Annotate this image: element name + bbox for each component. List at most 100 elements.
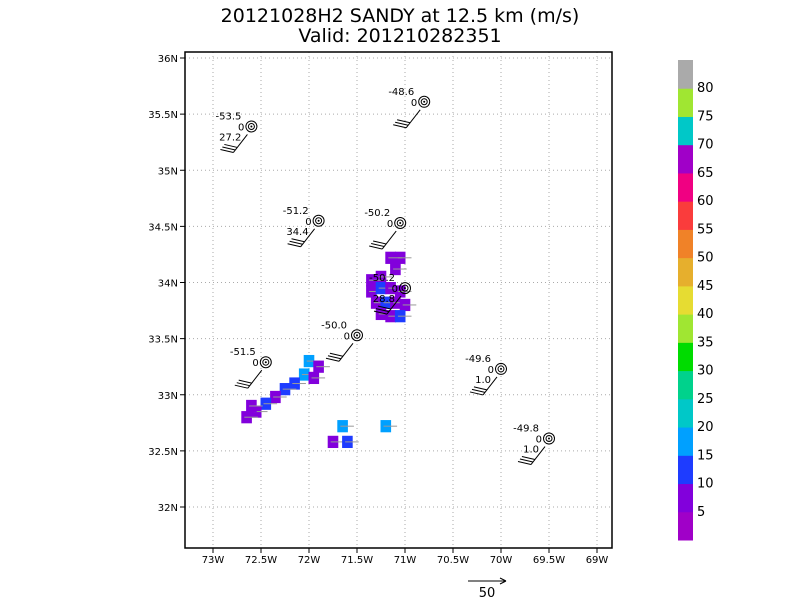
wind-barb-flag [238,379,252,384]
wind-barb-flag [521,456,536,460]
station-dot [500,367,502,370]
colorbar-label: 70 [697,138,714,153]
wind-barb-flag [327,355,342,360]
wind-barb-flag [397,119,411,124]
colorbar-label: 45 [697,279,714,294]
station-pressure: 0 [392,284,398,295]
colorbar-segment [678,370,693,400]
station-dot [423,100,426,103]
y-tick-label: 33N [158,391,178,402]
colorbar-segment [678,398,693,428]
station-value: 34.4 [286,227,308,238]
wind-barb-staff [300,228,315,248]
wind-barb-flag [393,124,407,129]
colorbar-segment [678,116,693,146]
wind-barb-flag [369,245,383,250]
wind-barb-staff [405,109,421,129]
x-tick-label: 71W [394,555,417,566]
colorbar-label: 50 [697,251,714,266]
x-tick-label: 70W [490,555,513,566]
station-temperature: -50.2 [369,273,395,284]
wind-barb-staff [530,446,546,465]
station-circle-outer [245,120,258,133]
colorbar-label: 25 [697,392,714,407]
station-circle-outer [312,214,325,227]
wind-barb-flag [377,305,392,310]
colorbar-label: 10 [697,477,714,492]
station-temperature: -51.2 [283,206,309,217]
y-tick-label: 35N [158,166,178,177]
colorbar-segment [678,511,693,541]
station-circle-inner [315,217,323,225]
station-circle-inner [545,435,553,443]
wind-barb-flag [220,148,234,153]
y-tick-label: 34N [158,279,178,290]
station-circle-outer [543,432,555,445]
wind-barb-flag [375,308,390,313]
wind-barb-flag [291,238,305,243]
y-tick-label: 35.5N [148,110,178,121]
wind-barb-flag [517,461,532,466]
y-tick-label: 34.5N [148,222,178,233]
wind-barb-staff [247,369,263,389]
wind-barb-staff [381,230,397,250]
station-temperature: -50.0 [321,320,347,331]
colorbar-label: 60 [697,194,714,209]
colorbar-label: 65 [697,166,714,181]
station-circle-inner [401,284,409,292]
x-tick-label: 73W [202,555,225,566]
station-circle-outer [418,95,431,108]
reference-vector-arrowhead [499,577,507,585]
wind-barb-flag [519,458,534,463]
colorbar-segment [678,342,693,372]
colorbar-segment [678,172,693,202]
station-circle-outer [351,329,363,342]
station-dot [264,361,267,364]
station-circle-inner [247,122,255,130]
station-temperature: -51.5 [230,347,256,358]
colorbar-label: 55 [697,222,714,237]
station-value: 28.8 [373,294,395,305]
station-temperature: -48.6 [388,87,414,98]
wind-barb-flag [373,310,388,315]
colorbar-label: 15 [697,448,714,463]
colorbar-segment [678,257,693,287]
station-pressure: 0 [238,122,244,133]
colorbar-segment [678,60,693,89]
station-value: 1.0 [475,375,491,386]
chart-subtitle: Valid: 201210282351 [298,25,501,47]
station-dot [404,287,406,290]
x-tick-label: 70.5W [437,555,469,566]
colorbar-label: 80 [697,81,714,96]
station-circle-outer [394,217,407,230]
station-dot [356,334,358,337]
colorbar-segment [678,314,693,343]
y-tick-label: 32N [158,503,178,514]
colorbar-segment [678,229,693,259]
station-pressure: 0 [488,365,494,376]
station-dot [317,219,320,222]
wind-barb-flag [371,243,385,247]
station-circle-outer [399,282,411,295]
y-tick-label: 36N [158,54,178,65]
chart-title: 20121028H2 SANDY at 12.5 km (m/s) [221,5,580,27]
wind-barb-flag [287,243,301,248]
colorbar-segment [678,427,693,456]
reference-vector-label: 50 [479,586,496,600]
station-dot [250,125,253,128]
colorbar-label: 40 [697,307,714,322]
colorbar-segment [678,144,693,174]
wind-barb-flag [234,384,248,389]
station-pressure: 0 [344,331,350,342]
station-temperature: -49.6 [465,354,491,365]
wind-barb-staff [482,376,498,396]
station-circle-inner [396,219,404,227]
station-circle-inner [262,358,270,366]
station-pressure: 0 [387,219,393,230]
station-circle-outer [495,362,507,375]
station-dot [548,437,550,440]
station-pressure: 0 [411,98,417,109]
x-tick-label: 69W [586,555,609,566]
